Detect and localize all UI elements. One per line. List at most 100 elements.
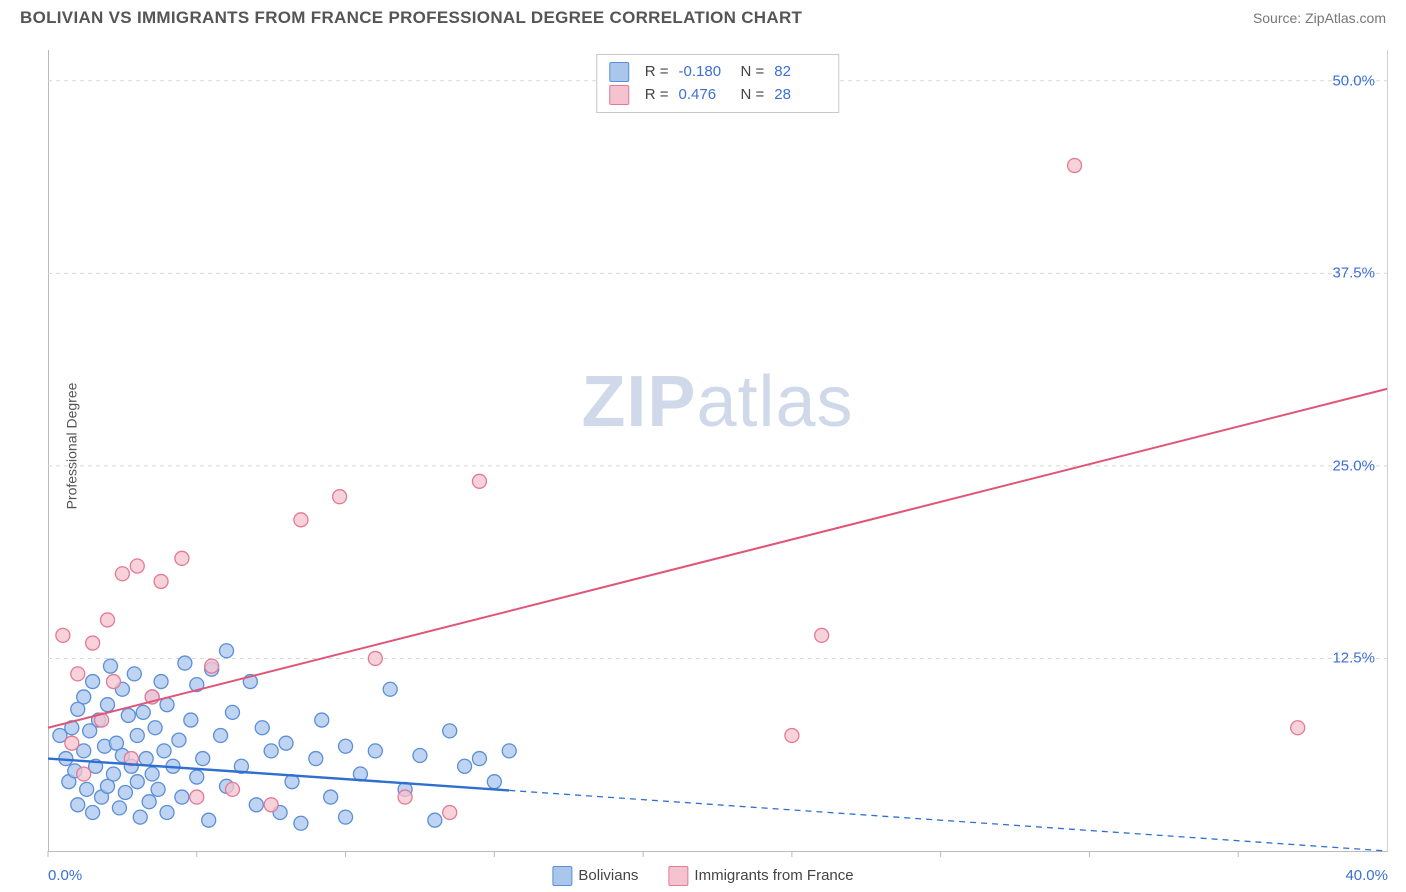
bolivians-point [133, 810, 147, 824]
bolivians-point [214, 728, 228, 742]
bolivians-point [184, 713, 198, 727]
bolivians-point [220, 644, 234, 658]
france-point [77, 767, 91, 781]
bolivians-point [80, 782, 94, 796]
france-regression-line [48, 389, 1387, 728]
france-point [154, 574, 168, 588]
bolivians-point [196, 752, 210, 766]
bolivians-point [127, 667, 141, 681]
legend-item: Immigrants from France [668, 866, 853, 886]
bolivians-point [249, 798, 263, 812]
bolivians-point [413, 748, 427, 762]
bolivians-point [324, 790, 338, 804]
bolivians-point [443, 724, 457, 738]
bolivians-point [502, 744, 516, 758]
y-tick-label: 37.5% [1332, 265, 1375, 282]
legend-bottom: Bolivians Immigrants from France [552, 866, 853, 886]
bolivians-point [106, 767, 120, 781]
france-point [294, 513, 308, 527]
bolivians-point [294, 816, 308, 830]
france-point [368, 651, 382, 665]
bolivians-point [121, 708, 135, 722]
bolivians-point [368, 744, 382, 758]
france-point [472, 474, 486, 488]
bolivians-regression-extrapolation [509, 790, 1387, 851]
header: BOLIVIAN VS IMMIGRANTS FROM FRANCE PROFE… [0, 0, 1406, 32]
france-point [443, 805, 457, 819]
y-tick-label: 50.0% [1332, 72, 1375, 89]
france-point [190, 790, 204, 804]
france-point [1068, 159, 1082, 173]
bolivians-point [428, 813, 442, 827]
bolivians-point [77, 690, 91, 704]
bolivians-point [71, 798, 85, 812]
stats-swatch [609, 62, 629, 82]
france-point [815, 628, 829, 642]
france-point [106, 675, 120, 689]
france-point [175, 551, 189, 565]
france-point [71, 667, 85, 681]
france-point [115, 567, 129, 581]
bolivians-point [142, 795, 156, 809]
france-point [785, 728, 799, 742]
bolivians-point [103, 659, 117, 673]
legend-swatch [668, 866, 688, 886]
legend-swatch [552, 866, 572, 886]
bolivians-point [202, 813, 216, 827]
stats-legend: R =-0.180N =82R = 0.476N =28 [596, 54, 840, 113]
bolivians-point [178, 656, 192, 670]
bolivians-point [255, 721, 269, 735]
bolivians-point [112, 801, 126, 815]
bolivians-point [145, 767, 159, 781]
france-point [101, 613, 115, 627]
france-point [205, 659, 219, 673]
y-tick-label: 25.0% [1332, 457, 1375, 474]
source-attr: Source: ZipAtlas.com [1253, 10, 1386, 26]
bolivians-point [136, 705, 150, 719]
bolivians-point [148, 721, 162, 735]
x-axis-min-label: 0.0% [48, 867, 82, 884]
bolivians-point [130, 728, 144, 742]
bolivians-point [86, 805, 100, 819]
page-title: BOLIVIAN VS IMMIGRANTS FROM FRANCE PROFE… [20, 8, 802, 28]
bolivians-point [139, 752, 153, 766]
bolivians-point [383, 682, 397, 696]
france-point [86, 636, 100, 650]
chart-area: ZIPatlas 12.5%25.0%37.5%50.0% R =-0.180N… [48, 50, 1388, 852]
bolivians-point [458, 759, 472, 773]
bolivians-point [339, 810, 353, 824]
france-point [1291, 721, 1305, 735]
bolivians-point [472, 752, 486, 766]
bolivians-point [279, 736, 293, 750]
bolivians-point [264, 744, 278, 758]
bolivians-point [225, 705, 239, 719]
france-point [398, 790, 412, 804]
bolivians-point [86, 675, 100, 689]
bolivians-point [487, 775, 501, 789]
bolivians-point [130, 775, 144, 789]
bolivians-point [160, 805, 174, 819]
bolivians-point [309, 752, 323, 766]
bolivians-point [315, 713, 329, 727]
bolivians-point [154, 675, 168, 689]
france-point [56, 628, 70, 642]
legend-item: Bolivians [552, 866, 638, 886]
france-point [264, 798, 278, 812]
france-point [65, 736, 79, 750]
bolivians-point [101, 698, 115, 712]
bolivians-point [339, 739, 353, 753]
bolivians-point [118, 785, 132, 799]
france-point [130, 559, 144, 573]
stats-row: R = 0.476N =28 [609, 84, 827, 107]
stats-row: R =-0.180N =82 [609, 61, 827, 84]
bolivians-point [151, 782, 165, 796]
france-point [225, 782, 239, 796]
x-axis-max-label: 40.0% [1345, 867, 1388, 884]
bolivians-point [190, 770, 204, 784]
plot-svg [48, 50, 1387, 851]
stats-swatch [609, 85, 629, 105]
y-tick-label: 12.5% [1332, 650, 1375, 667]
bolivians-point [175, 790, 189, 804]
bolivians-point [172, 733, 186, 747]
france-point [333, 490, 347, 504]
